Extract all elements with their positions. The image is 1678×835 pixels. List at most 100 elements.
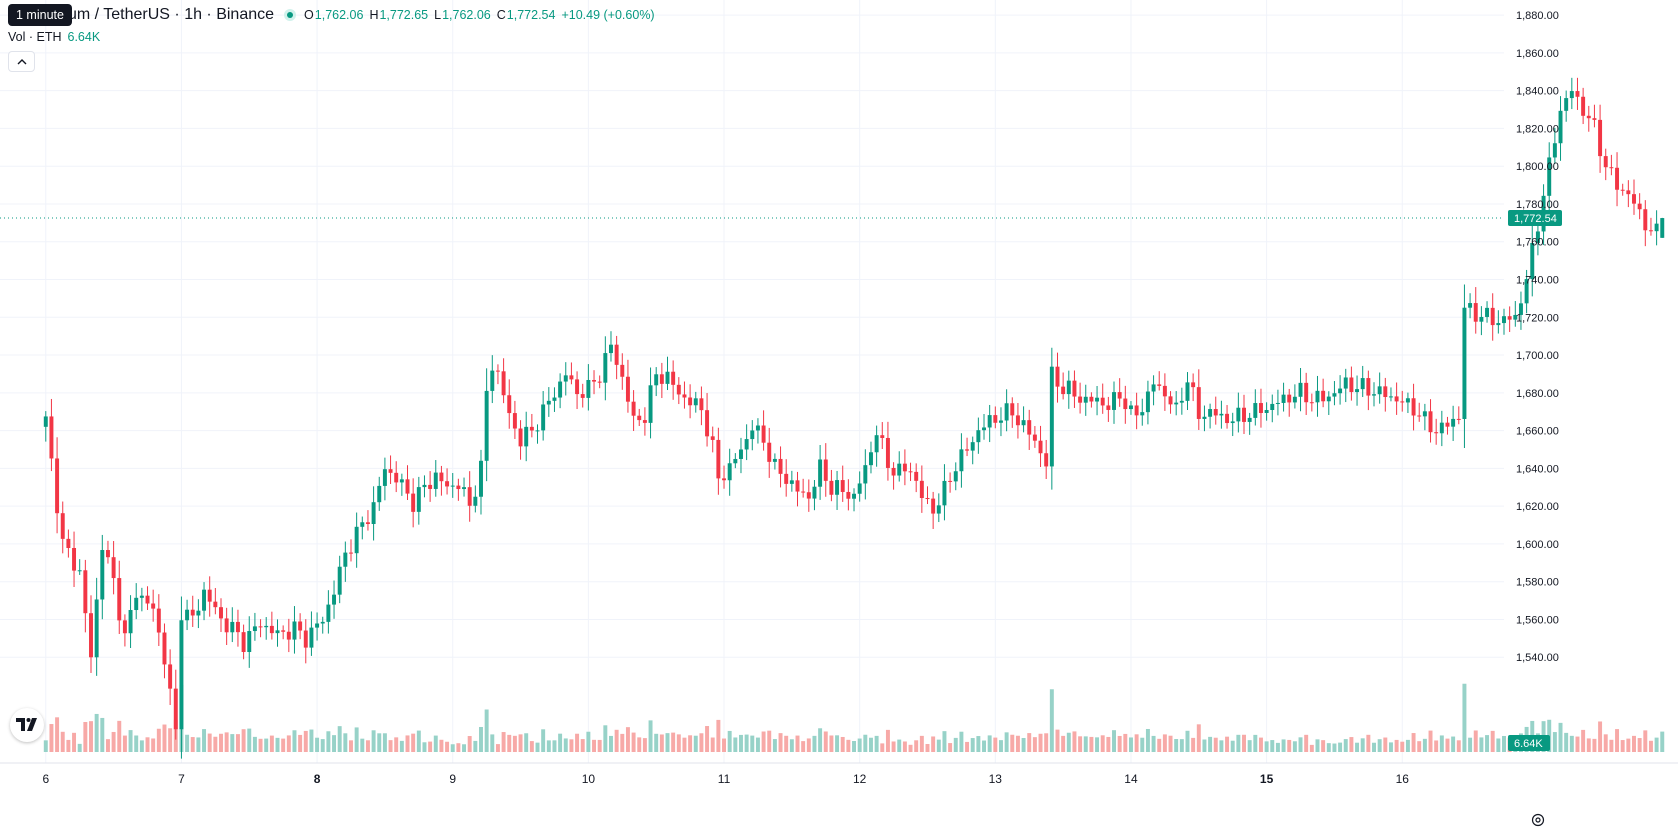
volume-bar-down [925,743,930,752]
candle-down [1400,401,1405,403]
candle-down [1134,405,1139,416]
volume-bar-up [818,728,823,752]
volume-bar-down [1061,735,1066,752]
candle-down [1575,91,1580,97]
candle-down [49,416,54,459]
volume-bar-up [1049,689,1054,752]
volume-bar-up [196,737,201,752]
price-tick-label: 1,880.00 [1516,10,1559,22]
candle-down [281,630,286,632]
candle-down [507,395,512,414]
symbol-title[interactable]: um / TetherUS · 1h · Binance [68,6,275,23]
candle-up [473,496,478,506]
candle-up [976,430,981,443]
volume-bar-down [580,739,585,752]
volume-bar-up [1112,730,1116,752]
volume-bar-up [134,735,139,752]
volume-bar-up [1485,735,1490,752]
price-tick-label: 1,620.00 [1516,501,1559,513]
candle-down [1287,394,1292,403]
candle-up [552,397,557,401]
candle-down [1349,377,1354,393]
volume-bar-up [733,737,738,752]
volume-bar-down [1400,741,1405,752]
tradingview-logo-icon[interactable] [10,708,44,742]
candle-up [422,484,427,488]
volume-bar-up [1281,739,1286,752]
volume-bar-down [1010,734,1015,752]
volume-bar-down [1581,729,1586,752]
candle-down [993,415,998,423]
candle-up [648,385,653,423]
candle-up [1524,279,1529,304]
volume-bar-up [552,740,557,752]
close-value: C1,772.54 [496,8,556,22]
volume-bar-up [953,737,958,752]
volume-bar-down [902,741,907,752]
candle-down [710,436,715,440]
volume-bar-up [563,738,568,752]
volume-bar-down [1123,733,1128,752]
volume-bar-up [648,720,653,752]
volume-bar-up [1247,740,1252,752]
candle-up [332,594,337,605]
candle-down [1225,413,1230,424]
collapse-legend-button[interactable] [8,51,35,72]
candle-down [1157,384,1162,386]
volume-bar-down [162,724,167,752]
candle-down [173,688,178,730]
candle-down [394,472,399,483]
candle-down [207,589,212,602]
candle-up [484,390,489,461]
candle-down [83,570,88,614]
volume-bar-down [1015,735,1020,752]
volume-bar-up [1564,732,1569,752]
volume-bar-down [1592,738,1597,752]
volume-bar-up [309,729,314,752]
volume-bar-up [185,734,190,752]
volume-bar-down [83,722,88,752]
candle-down [902,463,907,472]
volume-bar-down [72,732,77,752]
volume-bar-down [1349,737,1354,752]
candle-up [354,526,359,554]
candle-down [1609,167,1614,169]
candle-up [874,435,879,453]
candle-up [1502,316,1506,324]
volume-bar-up [558,733,563,752]
chevron-up-icon [17,58,26,64]
volume-bar-up [202,729,207,752]
volume-bar-down [145,737,150,752]
candle-down [190,609,195,616]
candle-down [659,374,664,384]
candle-down [642,420,647,423]
candle-down [1304,382,1309,403]
candle-up [479,460,483,497]
candle-down [1061,386,1066,395]
price-tick-label: 1,580.00 [1516,577,1559,589]
candle-down [1010,403,1015,416]
volume-bar-down [885,729,890,752]
volume-bar-up [1451,736,1456,752]
candle-down [55,458,60,514]
volume-bar-up [1004,732,1009,752]
volume-bar-down [512,735,517,752]
candle-up [755,425,760,431]
volume-bar-up [377,733,382,752]
candle-up [1208,409,1213,417]
volume-bar-up [77,743,82,752]
volume-bar-down [671,732,676,752]
settings-icon[interactable] [1528,810,1548,830]
volume-bar-down [795,735,800,752]
candle-up [953,471,958,482]
candle-up [343,552,348,567]
candle-down [428,484,433,489]
volume-bar-down [518,734,523,752]
candle-up [665,371,670,384]
candle-down [1648,230,1653,232]
candle-down [829,480,834,495]
candle-down [1027,420,1032,435]
candle-up [490,370,495,391]
price-tick-label: 1,840.00 [1516,86,1559,98]
